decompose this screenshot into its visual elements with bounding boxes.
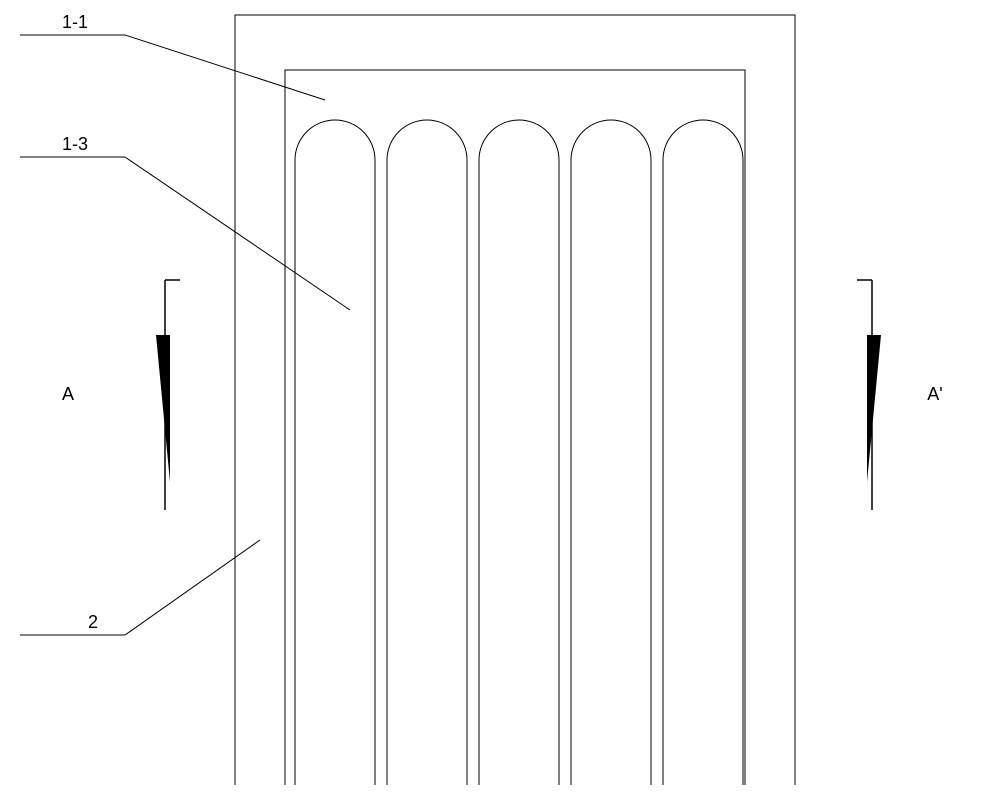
leader-line-1-1: [125, 35, 325, 100]
channel-2: [387, 120, 467, 785]
leader-line-2: [125, 540, 260, 635]
section-label-right: A': [927, 384, 942, 404]
section-wedge-right: [867, 335, 881, 482]
outer-frame: [235, 15, 795, 785]
label-1-1: 1-1: [62, 12, 88, 32]
section-label-left: A: [62, 384, 74, 404]
inner-frame: [285, 70, 745, 785]
label-1-3: 1-3: [62, 134, 88, 154]
label-2: 2: [88, 612, 98, 632]
channel-1: [295, 120, 375, 785]
channel-4: [571, 120, 651, 785]
section-wedge-left: [156, 335, 170, 482]
channel-3: [479, 120, 559, 785]
channel-5: [663, 120, 743, 785]
leader-line-1-3: [125, 157, 350, 310]
